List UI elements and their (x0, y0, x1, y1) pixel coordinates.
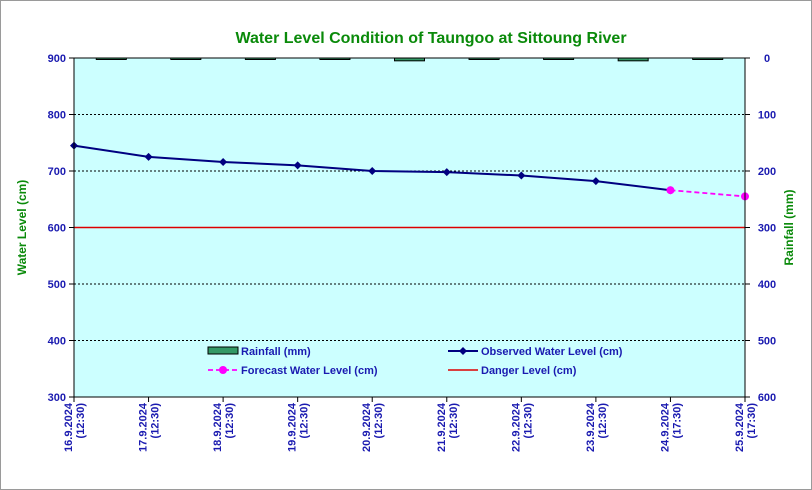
x-tick-label: 21.9.2024 (436, 402, 448, 452)
y-right-tick-label: 200 (758, 166, 776, 178)
forecast-series (666, 186, 749, 201)
observed-point (144, 152, 153, 161)
y-left-tick-label: 300 (48, 392, 66, 404)
x-tick-time: (12:30) (448, 403, 460, 439)
y-axis-right-title: Rainfall (mm) (782, 189, 796, 265)
legend-danger-label: Danger Level (cm) (481, 365, 577, 377)
x-tick-label: 23.9.2024 (585, 402, 597, 452)
legend-observed-label: Observed Water Level (cm) (481, 346, 623, 358)
x-tick-time: (12:30) (597, 403, 609, 439)
y-left-tick-label: 400 (48, 336, 66, 348)
y-right-tick-label: 600 (758, 392, 776, 404)
y-right-tick-label: 500 (758, 336, 776, 348)
y-right-tick-label: 0 (764, 53, 770, 65)
x-tick-time: (12:30) (150, 403, 162, 439)
observed-point (517, 171, 526, 180)
y-left-tick-label: 800 (48, 110, 66, 122)
right-axis-ticks: 0 100 200 300 400 500 600 (745, 53, 776, 404)
observed-point (591, 177, 600, 186)
x-tick-label: 25.9.2024 (734, 402, 746, 452)
x-tick-label: 19.9.2024 (287, 402, 299, 452)
forecast-line (670, 189, 746, 198)
forecast-point (666, 186, 675, 195)
legend-rainfall-label: Rainfall (mm) (241, 346, 311, 358)
x-tick-time: (12:30) (224, 403, 236, 439)
left-axis-ticks: 900 800 700 600 500 400 300 (48, 53, 74, 404)
x-axis-ticks: 16.9.2024 (12:30) 17.9.2024 (12:30) 18.9.202… (63, 397, 758, 452)
x-tick-time: (12:30) (522, 403, 534, 439)
y-right-tick-label: 100 (758, 110, 776, 122)
y-left-tick-label: 700 (48, 166, 66, 178)
legend-rainfall-swatch (207, 346, 239, 355)
x-tick-label: 24.9.2024 (659, 402, 671, 452)
y-left-tick-label: 600 (48, 223, 66, 235)
y-axis-left-title: Water Level (cm) (15, 180, 29, 276)
x-tick-label: 17.9.2024 (138, 402, 150, 452)
observed-point (219, 157, 228, 166)
observed-point (368, 167, 377, 175)
x-tick-time: (17:30) (671, 403, 683, 439)
x-tick-label: 20.9.2024 (361, 402, 373, 452)
legend-forecast-label: Forecast Water Level (cm) (241, 365, 378, 377)
x-tick-label: 16.9.2024 (63, 402, 75, 452)
legend-forecast-marker (219, 366, 227, 374)
legend: Rainfall (mm) Observed Water Level (cm) … (207, 346, 623, 377)
x-tick-time: (12:30) (299, 403, 311, 439)
observed-point (293, 161, 302, 170)
x-tick-label: 18.9.2024 (212, 402, 224, 452)
y-left-tick-label: 900 (48, 53, 66, 65)
x-tick-time: (12:30) (373, 403, 385, 439)
legend-observed-marker (459, 347, 467, 355)
observed-point (442, 168, 451, 177)
x-tick-time: (17:30) (746, 403, 758, 439)
chart-title: Water Level Condition of Taungoo at Sitt… (235, 30, 626, 47)
y-right-tick-label: 400 (758, 279, 776, 291)
y-right-tick-label: 300 (758, 223, 776, 235)
y-left-tick-label: 500 (48, 279, 66, 291)
x-tick-time: (12:30) (75, 403, 87, 439)
x-tick-label: 22.9.2024 (510, 402, 522, 452)
